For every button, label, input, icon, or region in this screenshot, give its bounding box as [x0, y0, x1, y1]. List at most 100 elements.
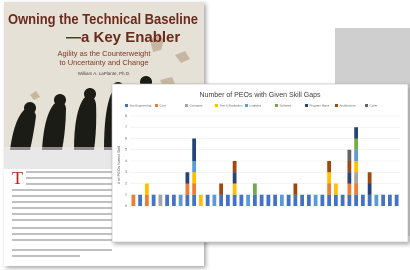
legend-label: Contracts: [190, 104, 203, 108]
y-tick-label: 2: [125, 181, 127, 185]
bar-segment: [158, 195, 162, 206]
bar-segment: [334, 184, 338, 195]
bar-segment: [192, 161, 196, 172]
bar-segment: [192, 184, 196, 195]
bar-segment: [253, 184, 257, 195]
drop-cap: T: [12, 168, 23, 188]
bar-segment: [361, 195, 365, 206]
legend-swatch: [215, 104, 218, 107]
bar-segment: [320, 195, 324, 206]
bar-segment: [260, 195, 264, 206]
bar-segment: [266, 195, 270, 206]
bar-segment: [374, 195, 378, 206]
bar-segment: [368, 184, 372, 195]
cover-subtitle: —a Key Enabler: [66, 29, 180, 46]
bar-segment: [381, 195, 385, 206]
y-tick-label: 5: [125, 148, 127, 152]
legend-label: Cost: [160, 104, 166, 108]
bar-segment: [212, 195, 216, 206]
bar-segment: [246, 195, 250, 206]
bar-segment: [138, 195, 142, 206]
bar-segment: [354, 172, 358, 183]
bar-segment: [185, 172, 189, 183]
bar-segment: [354, 139, 358, 150]
bar-segment: [179, 195, 183, 206]
y-tick-label: 7: [125, 125, 127, 129]
bar-segment: [172, 195, 176, 206]
cover-author: William A. LaPlante, Ph.D.: [78, 71, 131, 76]
bar-segment: [327, 184, 331, 195]
bar-segment: [273, 195, 277, 206]
legend-label: Software: [280, 104, 292, 108]
bar-segment: [293, 195, 297, 206]
legend-label: Test & Evaluation: [220, 104, 244, 108]
bar-segment: [354, 195, 358, 206]
screenshot: Owning the Technical Baseline —a Key Ena…: [0, 0, 410, 270]
bar-segment: [334, 195, 338, 206]
bar-segment: [226, 195, 230, 206]
bar-segment: [145, 184, 149, 195]
bar-segment: [192, 172, 196, 183]
legend-swatch: [275, 104, 278, 107]
legend-swatch: [305, 104, 308, 107]
bar-segment: [314, 195, 318, 206]
chart-card: [112, 84, 408, 242]
bar-segment: [233, 172, 237, 183]
legend-swatch: [125, 104, 128, 107]
y-tick-label: 0: [125, 204, 127, 208]
bar-segment: [219, 195, 223, 206]
chart-area: [112, 84, 408, 242]
y-axis-label: # of PEOs Noted Skill: [116, 146, 121, 185]
bar-segment: [347, 172, 351, 183]
bar-segment: [368, 172, 372, 183]
bar-segment: [165, 195, 169, 206]
bar-segment: [354, 150, 358, 161]
back-panel: [335, 28, 410, 86]
legend-label: Sys Engineering: [130, 104, 152, 108]
bar-segment: [347, 195, 351, 206]
y-tick-label: 1: [125, 193, 127, 197]
y-tick-label: 8: [125, 114, 127, 118]
bar-segment: [347, 161, 351, 172]
legend-swatch: [335, 104, 338, 107]
y-tick-label: 4: [125, 159, 127, 163]
bar-segment: [354, 127, 358, 138]
bar-segment: [327, 195, 331, 206]
bar-segment: [347, 184, 351, 195]
bar-segment: [192, 195, 196, 206]
bar-segment: [341, 195, 345, 206]
bar-segment: [368, 195, 372, 206]
legend-swatch: [155, 104, 158, 107]
bar-segment: [192, 139, 196, 162]
bar-segment: [152, 195, 156, 206]
chart-title: Number of PEOs with Given Skill Gaps: [200, 92, 321, 99]
bar-segment: [233, 161, 237, 172]
bar-segment: [395, 195, 399, 206]
bar-segment: [347, 150, 351, 161]
legend-swatch: [365, 104, 368, 107]
bar-segment: [388, 195, 392, 206]
legend-label: Cyber: [370, 104, 378, 108]
bar-segment: [280, 195, 284, 206]
y-tick-label: 3: [125, 170, 127, 174]
bar-segment: [185, 195, 189, 206]
bar-segment: [327, 172, 331, 183]
cover-tagline: Agility as the Counterweight: [58, 49, 152, 58]
bar-segment: [239, 195, 243, 206]
bar-segment: [206, 195, 210, 206]
bar-segment: [300, 195, 304, 206]
cover-tagline: to Uncertainty and Change: [59, 58, 148, 67]
bar-segment: [293, 184, 297, 195]
legend-label: Architecture: [340, 104, 356, 108]
bar-segment: [233, 195, 237, 206]
bar-segment: [219, 184, 223, 195]
bar-segment: [327, 161, 331, 172]
bar-segment: [287, 195, 291, 206]
y-tick-label: 6: [125, 136, 127, 140]
bar-segment: [354, 161, 358, 172]
legend-label: Logistics: [250, 104, 262, 108]
bar-segment: [199, 195, 203, 206]
bar-segment: [354, 184, 358, 195]
bar-segment: [185, 184, 189, 195]
bar-segment: [145, 195, 149, 206]
